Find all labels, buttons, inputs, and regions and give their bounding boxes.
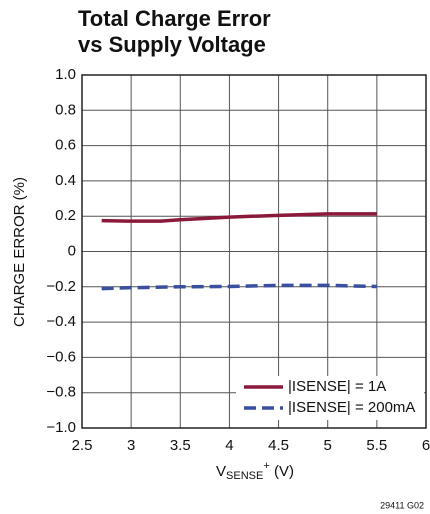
x-tick-label: 6: [422, 437, 430, 454]
legend-label: |ISENSE| = 200mA: [288, 399, 415, 416]
data-line: [101, 283, 377, 291]
x-tick-label: 3: [127, 437, 135, 454]
y-tick-label: −0.6: [46, 348, 76, 365]
x-axis-label: VSENSE+ (V): [216, 460, 294, 482]
y-tick-label: 0.6: [55, 137, 76, 154]
x-axis-label-sup: +: [263, 460, 269, 472]
x-tick-label: 5: [324, 437, 332, 454]
x-axis-label-part: V: [216, 463, 226, 480]
y-tick-label: −0.4: [46, 313, 76, 330]
y-tick-label: 1.0: [55, 66, 76, 83]
x-tick-label: 4: [225, 437, 233, 454]
x-axis-label-part: (V): [270, 463, 294, 480]
chart-title: vs Supply Voltage: [78, 32, 266, 57]
y-tick-label: 0.4: [55, 172, 76, 189]
x-tick-label: 3.5: [170, 437, 191, 454]
y-tick-label: 0.8: [55, 101, 76, 118]
y-tick-label: 0: [68, 242, 76, 259]
x-tick-label: 2.5: [72, 437, 93, 454]
plot-frame: [81, 74, 427, 429]
figure-note: 29411 G02: [380, 500, 424, 510]
x-axis-label-sub: SENSE: [226, 470, 263, 482]
y-tick-label: −0.8: [46, 384, 76, 401]
data-line: [101, 212, 377, 223]
x-tick-label: 4.5: [268, 437, 289, 454]
y-axis-label: CHARGE ERROR (%): [11, 177, 28, 327]
y-tick-label: 0.2: [55, 207, 76, 224]
y-tick-label: −1.0: [46, 419, 76, 436]
x-tick-label: 5.5: [366, 437, 387, 454]
chart-title: Total Charge Error: [78, 6, 271, 31]
y-tick-label: −0.2: [46, 278, 76, 295]
legend-background: [236, 376, 424, 420]
legend-label: |ISENSE| = 1A: [288, 378, 386, 395]
